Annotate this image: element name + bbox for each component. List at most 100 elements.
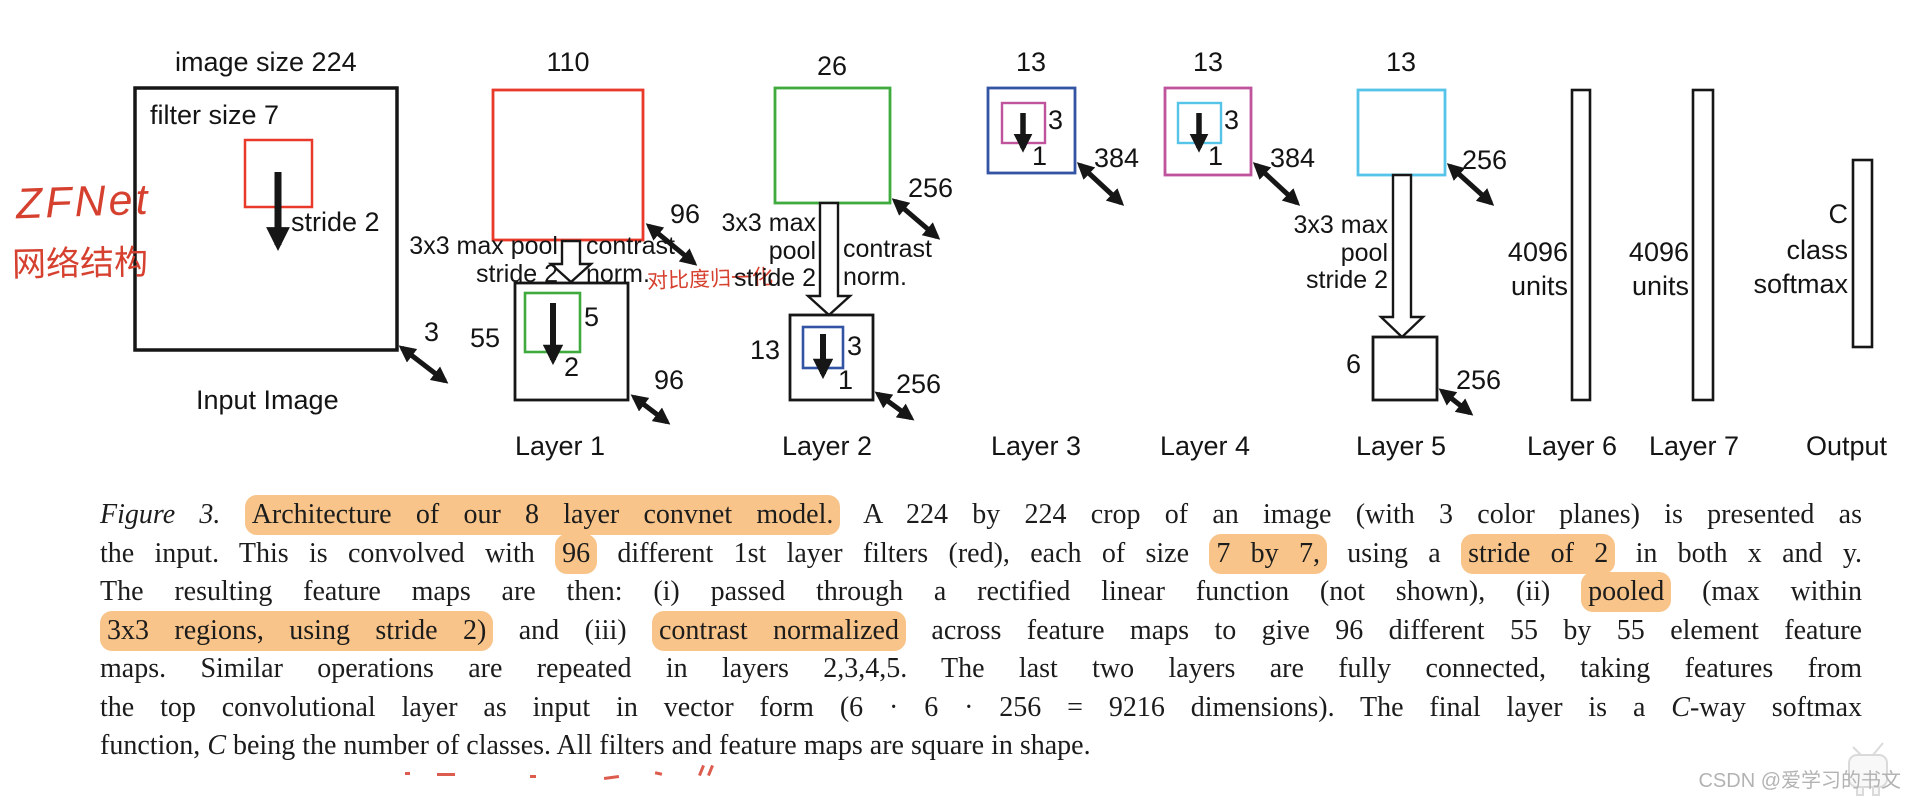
annotation-tick <box>405 772 410 775</box>
layer2-pool-arrow-icon <box>804 201 854 317</box>
layer5-featuremap-box <box>1356 88 1447 177</box>
caption-line-7: function, C being the number of classes.… <box>100 727 1862 766</box>
layer5-pool-label-3: stride 2 <box>1306 266 1388 294</box>
layer1-pool-arrow-icon <box>547 239 595 284</box>
layer5-name-label: Layer 5 <box>1356 431 1447 461</box>
layer5-filters-bottom-label: 256 <box>1456 365 1502 395</box>
caption-text: function, <box>100 730 208 761</box>
layer1-featuremap-box <box>491 88 645 242</box>
layer5-pooled-box <box>1371 335 1439 402</box>
caption-text: C <box>1671 691 1690 723</box>
input-depth-label: 3 <box>424 317 440 347</box>
layer3-filters-label: 384 <box>1094 143 1140 173</box>
layer1-pool-label-1: 3x3 max pool <box>409 232 558 260</box>
caption-text: and (iii) <box>493 614 652 646</box>
caption-highlight: stride of 2 <box>1461 533 1616 574</box>
layer1-filters-arrow-icon <box>645 223 698 266</box>
layer3-filter-size-label: 3 <box>1048 105 1064 135</box>
caption-line-4: 3x3 regions, using stride 2) and (iii) c… <box>100 610 1862 651</box>
annotation-tick <box>530 775 536 778</box>
layer5-size-label: 13 <box>1385 47 1417 77</box>
layer2-filters-bottom-label: 256 <box>896 369 942 399</box>
layer5-pool-label-2: pool <box>1340 239 1388 267</box>
layer7-units-label-2: units <box>1631 271 1689 301</box>
output-name-label: Output <box>1806 431 1888 461</box>
layer2-stride-label: 1 <box>838 365 854 395</box>
layer1-size-label: 110 <box>546 47 590 77</box>
layer4-filters-arrow-icon <box>1252 162 1301 206</box>
output-c-label: C <box>1828 199 1849 229</box>
caption-text: A 224 by 224 crop of an image (with 3 co… <box>840 499 1862 530</box>
layer3-size-label: 13 <box>1015 47 1047 77</box>
layer2-pooled-size-label: 13 <box>750 335 781 365</box>
layer1-filters-bottom-label: 96 <box>654 365 685 395</box>
caption-line-6: the top convolutional layer as input in … <box>100 689 1862 728</box>
handwritten-zfnet-title: ZFNet <box>15 175 152 229</box>
caption-text: maps. Similar operations are repeated in… <box>100 653 1862 684</box>
caption-highlight: contrast normalized <box>651 610 906 651</box>
layer1-filters-top-label: 96 <box>670 199 701 229</box>
layer5-pool-arrow-icon <box>1378 173 1426 339</box>
input-depth-arrow-icon <box>398 345 449 384</box>
caption-line-5: maps. Similar operations are repeated in… <box>100 650 1862 689</box>
layer3-filters-arrow-icon <box>1076 162 1125 206</box>
layer2-filter-size-label: 3 <box>847 331 863 361</box>
layer5-filters-arrow-icon <box>1446 163 1495 206</box>
layer4-stride-label: 1 <box>1208 141 1224 171</box>
input-image-box <box>133 86 399 352</box>
layer2-depth-arrow-icon <box>874 391 915 421</box>
layer2-filters-top-label: 256 <box>908 173 954 203</box>
layer5-pooled-size-label: 6 <box>1346 349 1362 379</box>
layer1-contrast-label-1: contrast <box>586 232 675 260</box>
caption: Figure 3. Architecture of our 8 layer co… <box>100 495 1862 766</box>
layer2-pool-label-3: stride 2 <box>734 264 816 292</box>
caption-text: Figure 3. <box>100 499 245 530</box>
annotation-tick <box>437 773 455 776</box>
watermark-text: CSDN @爱学习的书文 <box>1698 770 1901 792</box>
layer2-featuremap-box <box>773 86 892 205</box>
caption-text: C <box>207 730 226 761</box>
layer1-depth-arrow-icon <box>630 394 671 425</box>
caption-highlight: 96 <box>555 533 598 574</box>
caption-highlight: 7 by 7, <box>1209 533 1327 574</box>
layer5-pool-label-1: 3x3 max <box>1293 211 1388 239</box>
layer4-featuremap-box <box>1163 86 1253 177</box>
layer2-pool-label-1: 3x3 max <box>721 209 816 237</box>
layer1-pooled-box <box>513 281 630 402</box>
layer7-units-label-1: 4096 <box>1628 237 1689 267</box>
input-filter-size-label: filter size 7 <box>150 100 280 130</box>
caption-text: being the number of classes. All filters… <box>226 730 1091 761</box>
layer7-fc-bar <box>1691 88 1715 402</box>
layer5-depth-arrow-icon <box>1438 388 1474 416</box>
layer3-name-label: Layer 3 <box>991 431 1082 461</box>
layer6-units-label-2: units <box>1510 271 1568 301</box>
layer2-pooled-box <box>788 313 875 402</box>
layer3-stride-label: 1 <box>1032 141 1048 171</box>
layer1-name-label: Layer 1 <box>515 431 606 461</box>
caption-text: using a <box>1326 537 1462 569</box>
caption-highlight: pooled <box>1581 572 1672 612</box>
layer1-pool-label-2: stride 2 <box>476 260 558 288</box>
layer1-pooled-size-label: 55 <box>470 323 501 353</box>
handwritten-network-structure: 网络结构 <box>11 243 149 285</box>
layer2-contrast-label-2: norm. <box>843 263 907 291</box>
layer1-contrast-label-2: norm. <box>586 260 650 288</box>
layer1-stride-label: 2 <box>564 352 580 382</box>
layer2-name-label: Layer 2 <box>782 431 873 461</box>
input-stride-label: stride 2 <box>291 207 380 237</box>
layer2-size-label: 26 <box>816 51 848 81</box>
output-softmax-label: softmax <box>1753 269 1848 299</box>
caption-text: The resulting feature maps are then: (i)… <box>100 576 1582 607</box>
output-class-label: class <box>1786 235 1848 265</box>
input-size-label: image size 224 <box>175 47 357 77</box>
caption-text: the top convolutional layer as input in … <box>100 691 1672 723</box>
layer4-filters-label: 384 <box>1270 143 1316 173</box>
layer4-filter-size-label: 3 <box>1224 105 1240 135</box>
csdn-mascot-icon <box>1848 742 1888 796</box>
caption-highlight: 3x3 regions, using stride 2) <box>100 610 494 651</box>
caption-line-1: Figure 3. Architecture of our 8 layer co… <box>100 495 1862 535</box>
caption-line-3: The resulting feature maps are then: (i)… <box>100 572 1862 612</box>
caption-line-2: the input. This is convolved with 96 dif… <box>100 533 1862 574</box>
caption-text: different 1st layer filters (red), each … <box>597 537 1210 569</box>
